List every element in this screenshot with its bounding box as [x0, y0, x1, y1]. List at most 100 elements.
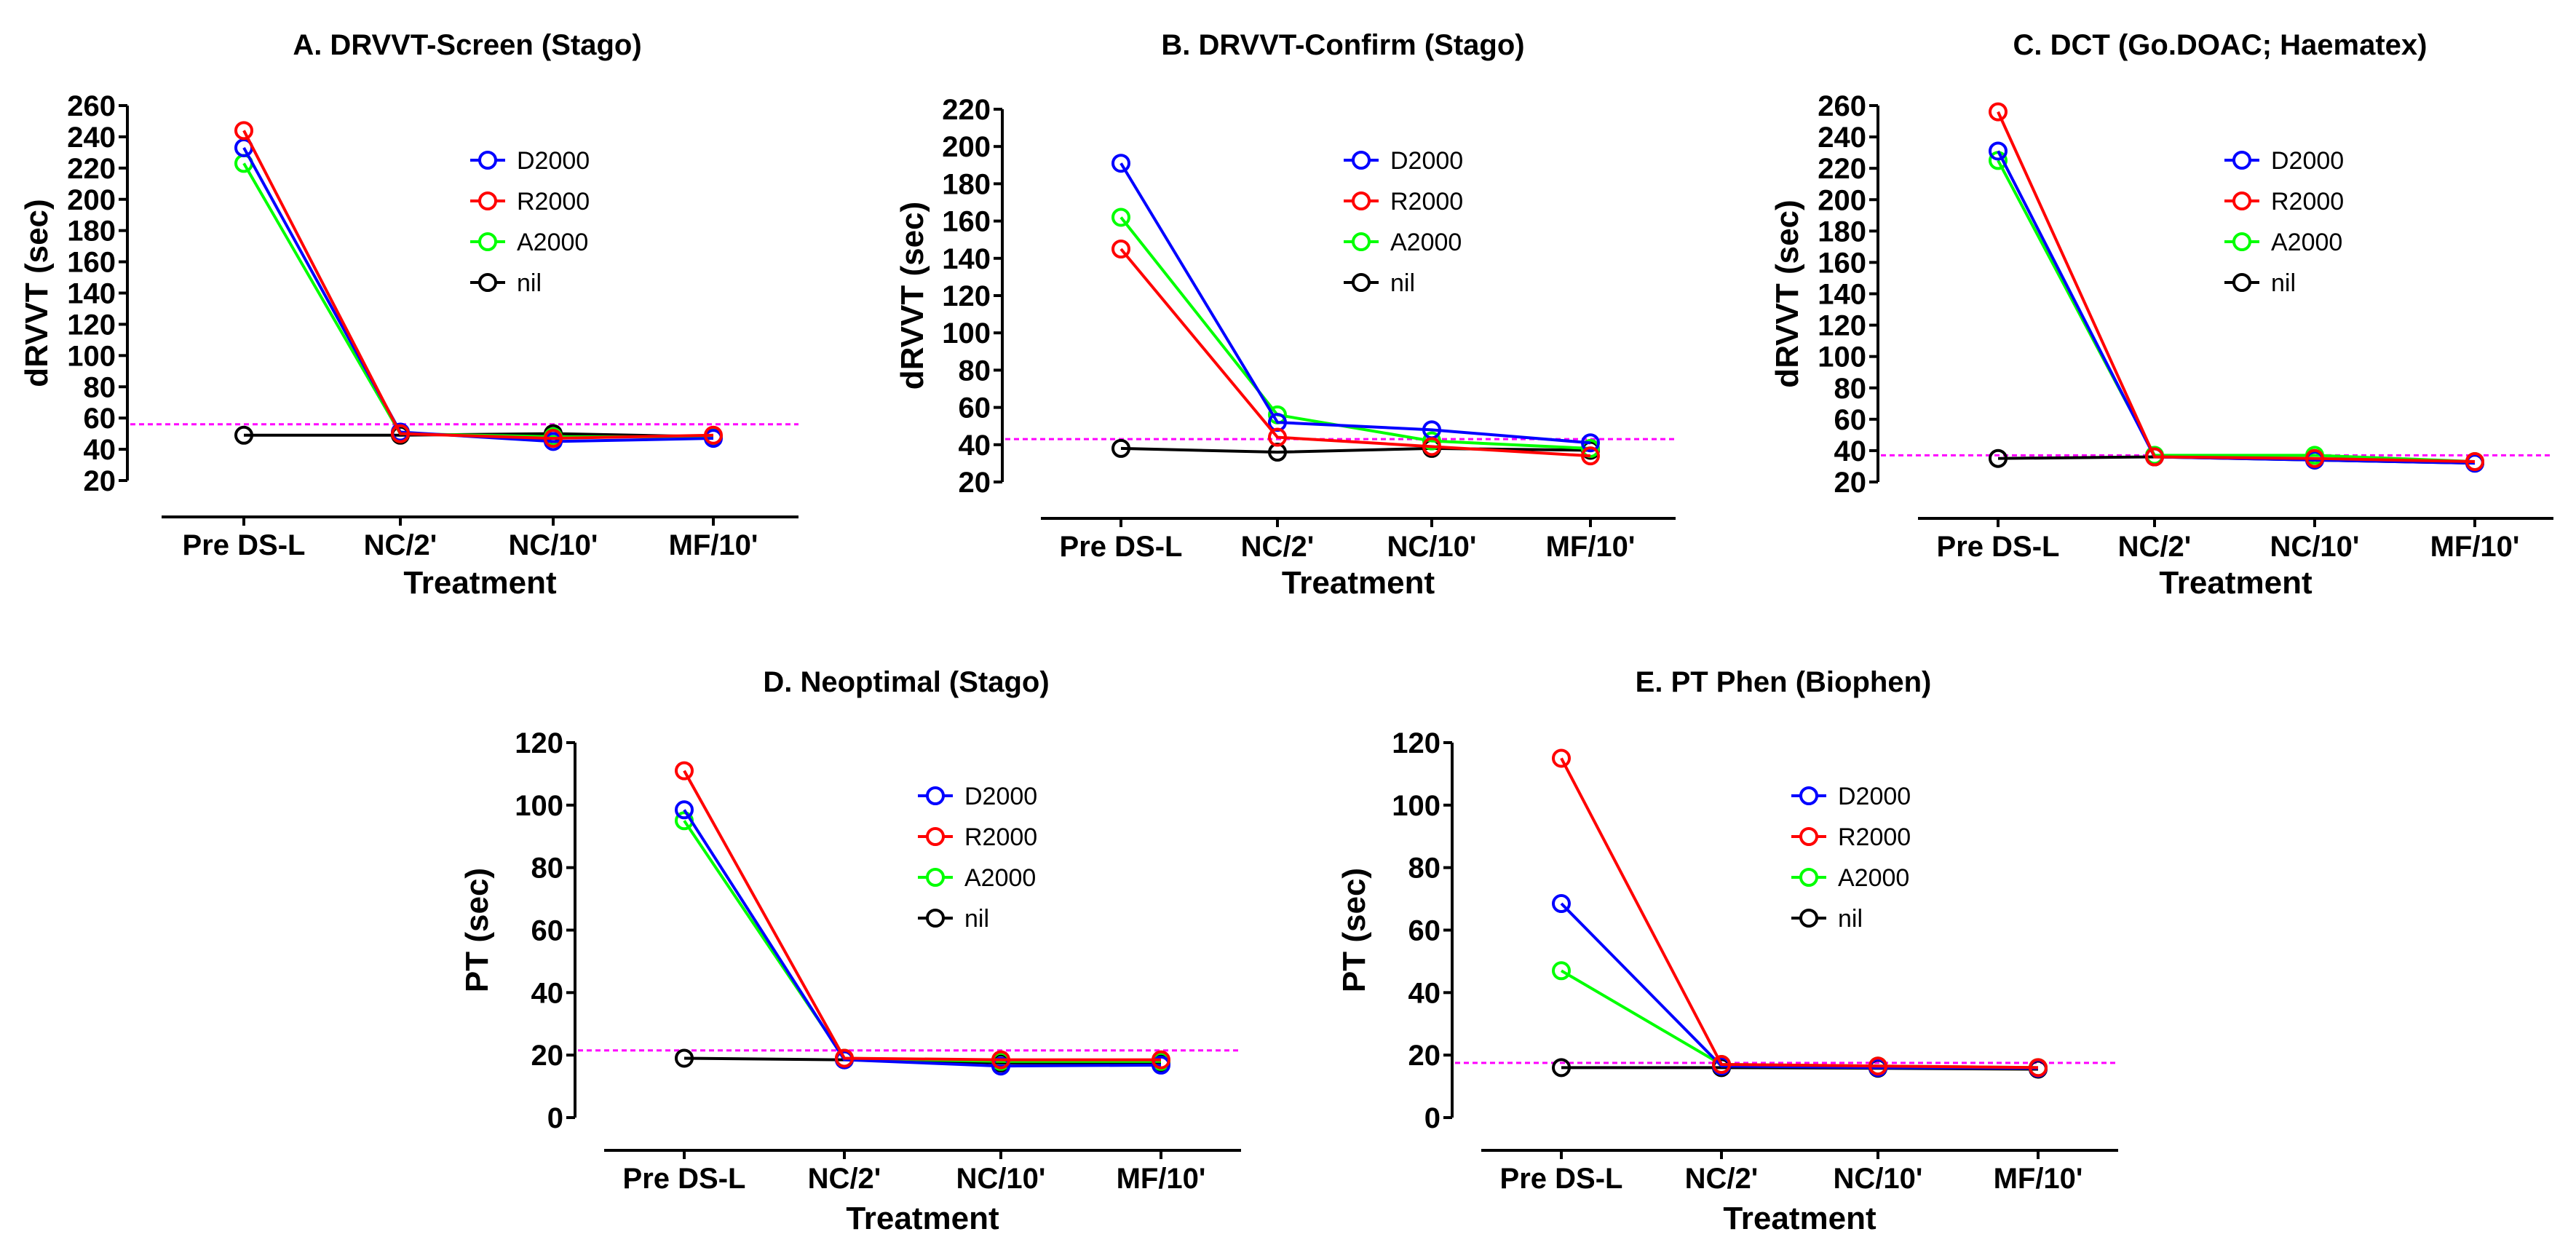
data-point [1152, 1055, 1170, 1075]
series-line [683, 770, 1161, 1062]
series-line [1560, 757, 2039, 1070]
data-point [544, 429, 563, 448]
y-tick-label: 140 [942, 243, 991, 275]
legend-marker [478, 151, 497, 170]
y-tick-label: 180 [67, 216, 116, 248]
y-tick-label: 60 [84, 403, 116, 435]
y-tick-label: 260 [1818, 90, 1866, 122]
legend-marker [1799, 786, 1818, 805]
y-tick-label: 180 [942, 168, 991, 200]
y-tick-label: 20 [84, 465, 116, 497]
legend-marker [1352, 232, 1371, 251]
y-tick-label: 40 [1408, 977, 1441, 1009]
x-tick-label: NC/10' [1834, 1163, 1923, 1195]
data-point [234, 425, 253, 445]
y-tick-label: 200 [67, 184, 116, 216]
legend-item: nil [1344, 269, 1415, 297]
legend-marker [926, 868, 945, 887]
legend: D2000 R2000 A2000 nil [2224, 147, 2344, 297]
legend-item: R2000 [918, 823, 1037, 851]
x-tick-label: Pre DS-L [1937, 531, 2060, 563]
legend-label: nil [964, 905, 989, 933]
legend-marker [1799, 827, 1818, 846]
legend-item: A2000 [2224, 229, 2342, 256]
panel-a: A. DRVVT-Screen (Stago) 20406080100120140… [19, 29, 798, 601]
y-tick-label: 100 [515, 790, 563, 822]
data-point [1581, 433, 1600, 453]
y-tick-label: 140 [1818, 279, 1866, 311]
legend-label: D2000 [2271, 147, 2344, 175]
y-tick-label: 80 [1408, 853, 1441, 885]
series-line [1560, 902, 2039, 1070]
legend-marker [2232, 151, 2251, 170]
y-tick-label: 260 [67, 90, 116, 122]
legend-item: nil [2224, 269, 2296, 297]
panel-e: E. PT Phen (Biophen) 0 20 40 60 80 100 120 PT (s… [1336, 666, 2118, 1236]
series-d2000 [675, 800, 1170, 1076]
series-line [1119, 162, 1591, 445]
y-axis-title: PT (sec) [1336, 868, 1372, 992]
panel-title: A. DRVVT-Screen (Stago) [293, 29, 641, 61]
data-point [1552, 961, 1571, 981]
data-point [675, 1048, 694, 1068]
y-tick-label: 20 [959, 467, 991, 499]
x-tick-label: NC/2' [808, 1163, 881, 1195]
x-tick-label: NC/10' [2270, 531, 2360, 563]
data-point [675, 800, 694, 820]
legend-label: D2000 [1390, 147, 1463, 175]
legend: D2000 R2000 A2000 nil [918, 783, 1037, 933]
y-tick-label: 120 [1818, 310, 1866, 342]
data-point [2465, 451, 2484, 471]
x-tick-label: NC/2' [2118, 531, 2192, 563]
series-line [1119, 216, 1591, 450]
y-tick-label: 100 [1392, 790, 1440, 822]
x-tick-label: MF/10' [1117, 1163, 1206, 1195]
x-tick-label: NC/10' [956, 1163, 1046, 1195]
legend-item: R2000 [2224, 188, 2344, 216]
y-tick-label: 120 [67, 309, 116, 341]
series-line [242, 130, 714, 440]
series-d2000 [1111, 154, 1600, 453]
legend-item: A2000 [470, 229, 588, 256]
legend-item: D2000 [918, 783, 1037, 810]
x-tick-label: MF/10' [2430, 531, 2520, 563]
legend-item: A2000 [1344, 229, 1462, 256]
y-tick-label: 160 [942, 206, 991, 238]
y-tick-label: 60 [1834, 404, 1867, 436]
legend-label: A2000 [964, 864, 1036, 892]
series-d2000 [1552, 894, 2048, 1078]
legend-label: nil [1390, 269, 1415, 297]
legend-label: R2000 [517, 188, 590, 216]
y-tick-label: 120 [942, 280, 991, 312]
data-point [391, 424, 410, 443]
y-axis-title: PT (sec) [459, 868, 495, 992]
data-point [1422, 431, 1441, 451]
series-line [1997, 111, 2476, 463]
series-r2000 [1989, 102, 2484, 471]
y-tick-label: 180 [1818, 216, 1866, 248]
data-point [704, 425, 723, 445]
legend-item: nil [470, 269, 542, 297]
legend-marker [926, 786, 945, 805]
y-tick-label: 40 [84, 434, 116, 466]
x-tick-label: NC/2' [364, 529, 437, 561]
legend-marker [1352, 191, 1371, 210]
y-tick-label: 140 [67, 278, 116, 310]
legend-item: A2000 [918, 864, 1036, 892]
series-line [242, 146, 714, 443]
x-axis-title: Treatment [2159, 565, 2313, 601]
legend-label: R2000 [1390, 188, 1463, 216]
legend-label: A2000 [1838, 864, 1909, 892]
data-point [1111, 208, 1130, 227]
x-axis-title: Treatment [846, 1201, 999, 1236]
x-tick-label: Pre DS-L [1060, 531, 1183, 563]
legend-marker [478, 191, 497, 210]
legend-item: A2000 [1791, 864, 1909, 892]
series-a2000 [1111, 208, 1600, 458]
legend: D2000 R2000 A2000 nil [1344, 147, 1463, 297]
data-point [1152, 1050, 1170, 1070]
x-tick-label: MF/10' [1546, 531, 1636, 563]
y-tick-label: 240 [67, 122, 116, 154]
data-point [991, 1050, 1010, 1070]
y-tick-label: 120 [1392, 727, 1440, 759]
